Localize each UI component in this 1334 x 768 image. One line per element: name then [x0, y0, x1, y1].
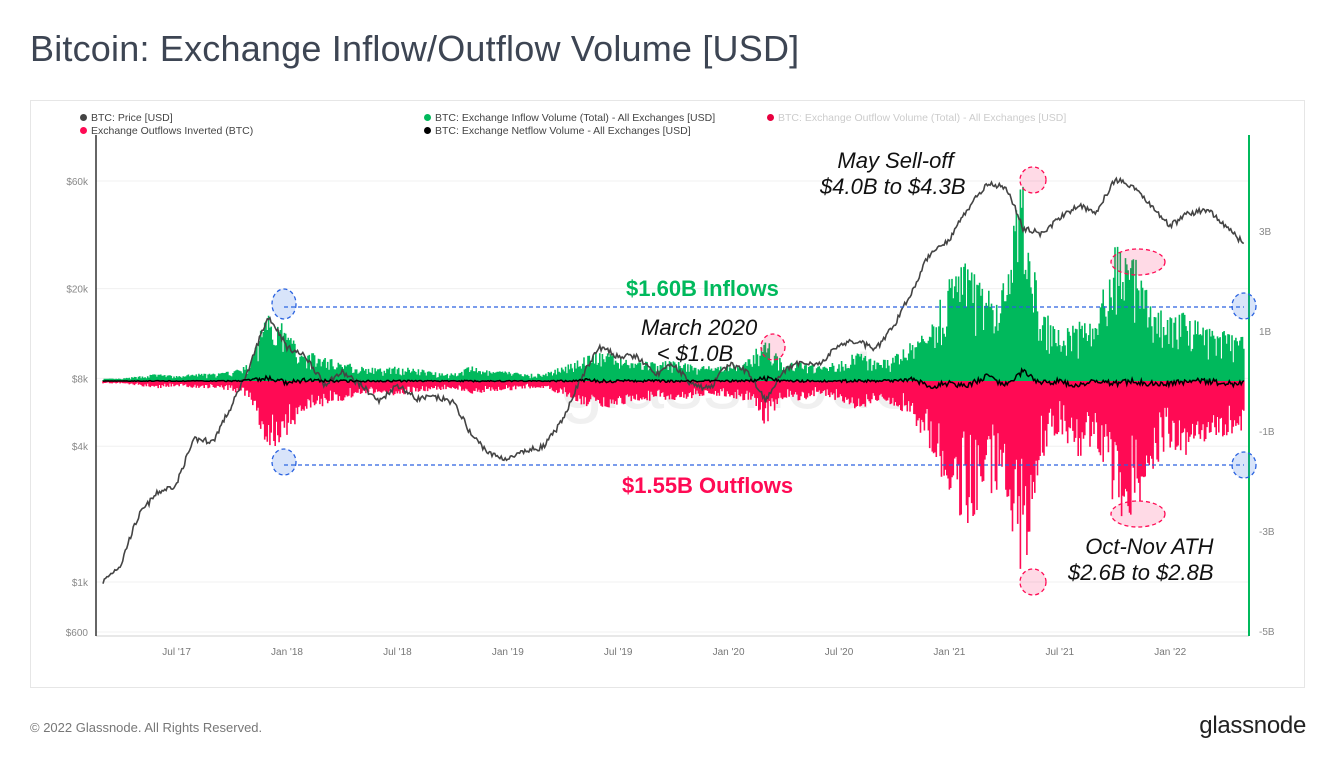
legend-item-outflows-inverted[interactable]: Exchange Outflows Inverted (BTC) — [80, 125, 253, 137]
y-right-tick-label: -1B — [1259, 427, 1275, 438]
legend-item-inflow[interactable]: BTC: Exchange Inflow Volume (Total) - Al… — [424, 112, 715, 124]
legend-dot-icon — [80, 127, 87, 134]
x-tick-label: Jul '17 — [162, 647, 191, 658]
x-tick-label: Jan '18 — [271, 647, 303, 658]
legend-label: BTC: Exchange Netflow Volume - All Excha… — [435, 125, 691, 137]
legend-label: Exchange Outflows Inverted (BTC) — [91, 125, 254, 137]
legend-item-outflow[interactable]: BTC: Exchange Outflow Volume (Total) - A… — [767, 112, 1066, 124]
may-selloff-annotation: May Sell-off $4.0B to $4.3B — [820, 148, 966, 200]
price-series — [102, 176, 1245, 584]
oct-nov-ath-annotation: Oct-Nov ATH $2.6B to $2.8B — [1068, 534, 1214, 586]
x-tick-label: Jul '21 — [1046, 647, 1075, 658]
legend-label: BTC: Exchange Outflow Volume (Total) - A… — [778, 112, 1067, 124]
x-tick-label: Jan '22 — [1154, 647, 1186, 658]
annotation-line: < $1.0B — [656, 341, 734, 366]
highlight-circle-red — [1019, 568, 1047, 596]
y-right-tick-label: 3B — [1259, 227, 1272, 238]
legend-label: BTC: Exchange Inflow Volume (Total) - Al… — [435, 112, 716, 124]
legend-dot-icon — [424, 114, 431, 121]
x-tick-label: Jul '20 — [825, 647, 854, 658]
highlight-circle-red — [1110, 500, 1166, 528]
outflow-inverted-series — [102, 381, 1245, 569]
annotation-line: March 2020 — [641, 315, 758, 340]
annotation-line: $4.0B to $4.3B — [820, 174, 966, 199]
highlight-circle-blue — [271, 288, 297, 320]
y-right-tick-label: 1B — [1259, 327, 1272, 338]
netflow-series — [103, 366, 1245, 390]
highlight-circle-red — [1110, 248, 1166, 276]
outflows-label: $1.55B Outflows — [622, 473, 794, 498]
legend-dot-icon — [80, 114, 87, 121]
legend-dot-icon — [424, 127, 431, 134]
y-left-tick-label: $1k — [72, 578, 89, 589]
y-left-tick-label: $8k — [72, 374, 89, 385]
march-2020-annotation: March 2020 < $1.0B — [641, 315, 757, 367]
legend-label: BTC: Price [USD] — [91, 112, 173, 124]
y-left-tick-label: $60k — [66, 177, 89, 188]
x-tick-label: Jul '18 — [383, 647, 412, 658]
y-right-tick-label: -3B — [1259, 527, 1275, 538]
glassnode-logo[interactable]: glassnode — [1199, 712, 1306, 739]
annotation-line: May Sell-off — [837, 148, 954, 173]
highlight-circle-blue — [271, 448, 297, 476]
highlight-circle-blue — [1231, 451, 1257, 479]
x-tick-label: Jan '21 — [933, 647, 965, 658]
x-tick-label: Jul '19 — [604, 647, 633, 658]
annotation-line: Oct-Nov ATH — [1085, 534, 1214, 559]
highlight-circle-blue — [1231, 292, 1257, 320]
x-tick-label: Jan '20 — [713, 647, 745, 658]
chart-panel — [30, 100, 1305, 688]
highlight-circle-red — [760, 333, 786, 361]
y-left-tick-label: $4k — [72, 442, 89, 453]
legend-item-price[interactable]: BTC: Price [USD] — [80, 112, 173, 124]
y-left-tick-label: $600 — [66, 628, 89, 639]
highlight-circle-red — [1019, 166, 1047, 194]
inflows-label: $1.60B Inflows — [626, 276, 779, 301]
legend-item-netflow[interactable]: BTC: Exchange Netflow Volume - All Excha… — [424, 125, 691, 137]
page-title: Bitcoin: Exchange Inflow/Outflow Volume … — [30, 28, 800, 69]
annotation-line: $2.6B to $2.8B — [1068, 560, 1214, 585]
x-tick-label: Jan '19 — [492, 647, 524, 658]
y-right-tick-label: -5B — [1259, 627, 1275, 638]
copyright: © 2022 Glassnode. All Rights Reserved. — [30, 720, 263, 735]
legend-dot-icon — [767, 114, 774, 121]
y-left-tick-label: $20k — [66, 285, 89, 296]
